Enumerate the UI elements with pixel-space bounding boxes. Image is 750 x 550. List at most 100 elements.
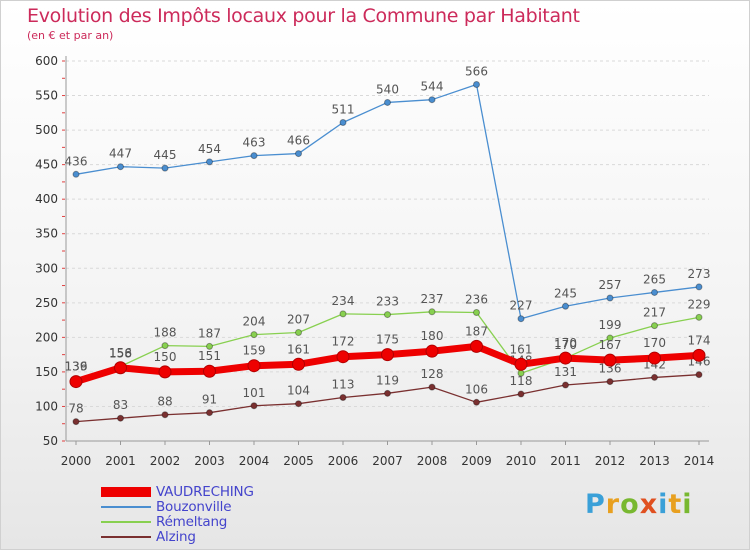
data-point: [559, 351, 572, 365]
data-point: [651, 373, 658, 381]
data-point: [695, 283, 703, 291]
data-label: 273: [688, 267, 711, 281]
data-label: 170: [643, 336, 666, 350]
legend-label: Rémeltang: [156, 514, 228, 530]
x-tick-label: 2014: [684, 454, 715, 468]
data-point: [250, 331, 258, 339]
logo-letter: i: [682, 489, 693, 520]
data-label: 265: [643, 272, 666, 286]
y-tick-label: 600: [35, 54, 58, 68]
data-label: 175: [376, 333, 399, 347]
data-point: [473, 80, 480, 88]
data-point: [158, 365, 172, 379]
proxiti-logo: Proxiti: [585, 489, 693, 520]
y-tick-label: 300: [35, 261, 58, 275]
data-point: [651, 288, 658, 296]
y-tick-label: 200: [35, 330, 58, 344]
legend-item-alzing: Alzing: [101, 530, 321, 545]
data-label: 101: [243, 386, 266, 400]
logo-letter: t: [668, 489, 683, 520]
legend-label: VAUDRECHING: [156, 484, 254, 500]
data-point: [562, 381, 569, 389]
data-point: [161, 411, 169, 419]
data-label: 150: [154, 350, 177, 364]
data-point: [381, 348, 394, 362]
data-label: 257: [599, 278, 622, 292]
legend-item-vaudreching: VAUDRECHING: [101, 485, 321, 500]
data-point: [562, 302, 569, 310]
data-point: [606, 294, 614, 302]
legend-item-bouzonville: Bouzonville: [101, 500, 321, 515]
data-label: 180: [421, 329, 444, 343]
y-tick-label: 100: [35, 399, 58, 413]
data-label: 540: [376, 82, 399, 96]
data-point: [606, 334, 614, 342]
data-label: 466: [287, 134, 310, 148]
data-label: 237: [421, 292, 444, 306]
y-tick-label: 350: [35, 227, 58, 241]
data-label: 136: [599, 362, 622, 376]
data-point: [295, 329, 302, 337]
data-point: [161, 342, 169, 350]
data-point: [292, 357, 305, 371]
data-point: [470, 339, 483, 353]
data-label: 104: [287, 384, 310, 398]
data-point: [72, 418, 80, 426]
logo-letter: x: [639, 489, 659, 520]
data-label: 187: [198, 326, 221, 340]
data-label: 227: [510, 299, 533, 313]
data-label: 156: [109, 346, 132, 360]
data-point: [295, 400, 302, 408]
data-label: 454: [198, 142, 221, 156]
x-tick-label: 2002: [150, 454, 181, 468]
data-label: 447: [109, 147, 132, 161]
data-point: [117, 414, 124, 422]
data-label: 217: [643, 306, 666, 320]
x-tick-label: 2008: [417, 454, 448, 468]
data-point: [72, 170, 80, 178]
data-label: 78: [68, 402, 83, 416]
data-point: [206, 342, 213, 350]
logo-letter: r: [605, 489, 621, 520]
data-label: 236: [465, 292, 488, 306]
x-tick-label: 2013: [639, 454, 670, 468]
data-point: [336, 350, 350, 364]
data-point: [206, 409, 213, 417]
y-tick-label: 550: [35, 89, 58, 103]
data-label: 167: [599, 338, 622, 352]
data-label: 139: [65, 360, 88, 374]
data-point: [161, 164, 169, 172]
data-point: [692, 348, 706, 362]
legend-swatch: [101, 487, 151, 497]
x-tick-label: 2009: [461, 454, 492, 468]
data-label: 233: [376, 295, 399, 309]
chart-title: Evolution des Impôts locaux pour la Comm…: [27, 5, 580, 27]
data-label: 158: [109, 346, 132, 360]
data-label: 136: [65, 360, 88, 374]
data-point: [517, 315, 525, 323]
data-label: 174: [688, 333, 711, 347]
y-tick-label: 50: [43, 434, 58, 448]
data-point: [250, 402, 258, 410]
data-label: 151: [198, 349, 221, 363]
data-label: 463: [243, 136, 266, 150]
data-label: 234: [332, 294, 355, 308]
x-tick-label: 2012: [595, 454, 626, 468]
data-point: [384, 98, 391, 106]
data-label: 511: [332, 102, 355, 116]
x-tick-label: 2000: [61, 454, 92, 468]
data-label: 445: [154, 148, 177, 162]
x-tick-label: 2004: [239, 454, 270, 468]
data-point: [339, 118, 347, 126]
y-tick-label: 250: [35, 296, 58, 310]
data-label: 131: [554, 365, 577, 379]
data-point: [695, 313, 703, 321]
data-label: 245: [554, 286, 577, 300]
data-label: 204: [243, 315, 266, 329]
data-point: [247, 359, 261, 373]
data-label: 119: [376, 373, 399, 387]
data-point: [606, 378, 614, 386]
data-point: [250, 152, 258, 160]
